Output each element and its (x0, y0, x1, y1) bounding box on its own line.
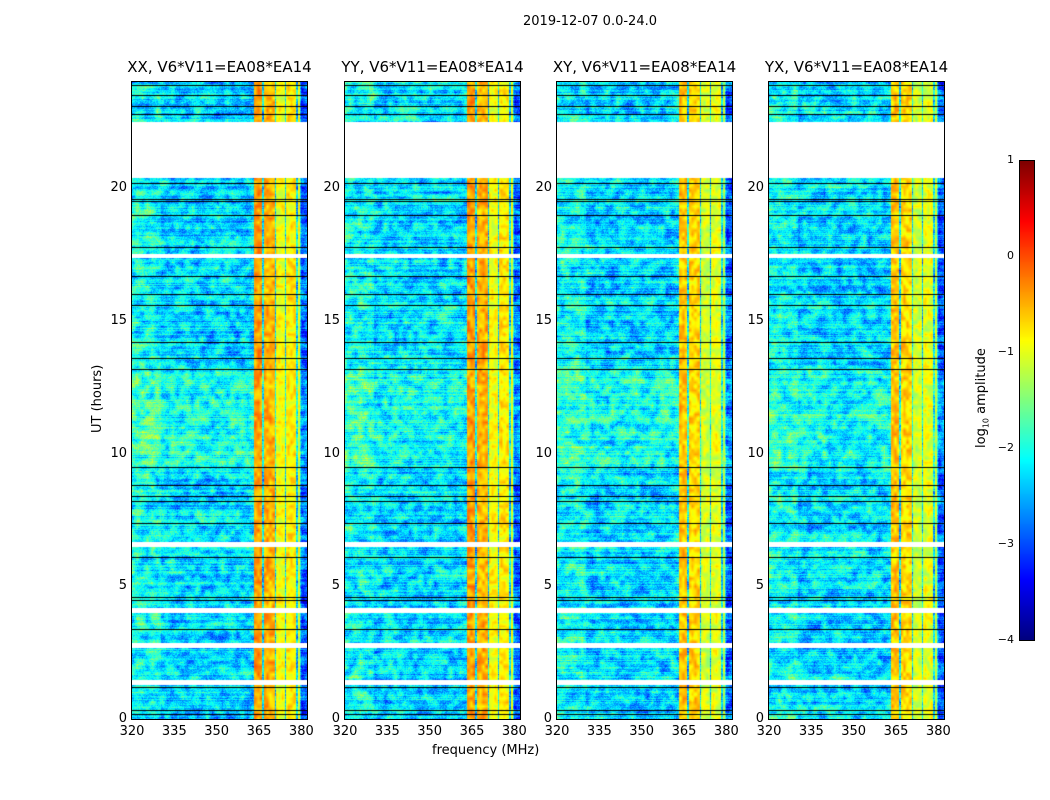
panel-title: YY, V6*V11=EA08*EA14 (341, 58, 524, 76)
x-tick-label: 380 (925, 724, 951, 739)
colorbar-tick-label: −1 (997, 345, 1014, 358)
y-tick-label: 5 (118, 578, 127, 594)
x-tick-label: 335 (374, 724, 400, 739)
y-tick-label: 20 (747, 180, 764, 196)
y-tick-label: 10 (110, 445, 127, 461)
x-tick-label: 365 (883, 724, 909, 739)
heatmap-cells (132, 82, 307, 719)
y-tick-label: 5 (543, 578, 552, 594)
colorbar-tick-label: −4 (997, 633, 1014, 646)
colorbar-tick-label: 0 (1007, 249, 1014, 262)
x-tick-label: 380 (501, 724, 527, 739)
y-tick-label: 20 (535, 180, 552, 196)
x-tick-label: 350 (629, 724, 655, 739)
panel-title: YX, V6*V11=EA08*EA14 (764, 58, 949, 76)
x-tick-label: 350 (417, 724, 443, 739)
colorbar-tick-label: −3 (997, 537, 1014, 550)
x-tick-label: 335 (798, 724, 824, 739)
y-tick-label: 5 (331, 578, 340, 594)
x-tick-label: 335 (586, 724, 612, 739)
heatmap-cells (345, 82, 520, 719)
y-tick-label: 20 (110, 180, 127, 196)
x-tick-label: 335 (161, 724, 187, 739)
colorbar-tick-label: −2 (997, 441, 1014, 454)
x-tick-label: 380 (713, 724, 739, 739)
x-tick-label: 365 (459, 724, 485, 739)
colorbar (1019, 160, 1035, 641)
spectrogram-panel (344, 81, 521, 720)
y-tick-label: 10 (747, 445, 764, 461)
spectrogram-panel (131, 81, 308, 720)
y-tick-label: 0 (543, 711, 552, 726)
y-tick-label: 10 (323, 445, 340, 461)
x-tick-label: 380 (288, 724, 314, 739)
x-tick-label: 320 (544, 724, 570, 739)
panel-title: XX, V6*V11=EA08*EA14 (127, 58, 312, 76)
y-tick-label: 0 (331, 711, 340, 726)
x-tick-label: 320 (119, 724, 145, 739)
x-tick-label: 365 (246, 724, 272, 739)
y-tick-label: 20 (323, 180, 340, 196)
colorbar-tick-label: 1 (1007, 153, 1014, 166)
y-tick-label: 15 (535, 312, 552, 328)
spectrogram-panel (768, 81, 945, 720)
x-tick-label: 320 (756, 724, 782, 739)
figure-title: 2019-12-07 0.0-24.0 (523, 14, 657, 29)
y-tick-label: 10 (535, 445, 552, 461)
x-axis-label: frequency (MHz) (432, 743, 540, 758)
x-tick-label: 365 (671, 724, 697, 739)
heatmap-cells (557, 82, 732, 719)
y-tick-label: 15 (747, 312, 764, 328)
y-tick-label: 15 (110, 312, 127, 328)
panel-title: XY, V6*V11=EA08*EA14 (552, 58, 737, 76)
y-tick-label: 0 (118, 711, 127, 726)
x-tick-label: 320 (332, 724, 358, 739)
y-tick-label: 5 (755, 578, 764, 594)
colorbar-label: log10 amplitude (974, 348, 991, 448)
x-tick-label: 350 (204, 724, 230, 739)
heatmap-cells (769, 82, 944, 719)
y-tick-label: 0 (755, 711, 764, 726)
x-tick-label: 350 (841, 724, 867, 739)
spectrogram-panel (556, 81, 733, 720)
y-tick-label: 15 (323, 312, 340, 328)
y-axis-label: UT (hours) (90, 364, 105, 433)
